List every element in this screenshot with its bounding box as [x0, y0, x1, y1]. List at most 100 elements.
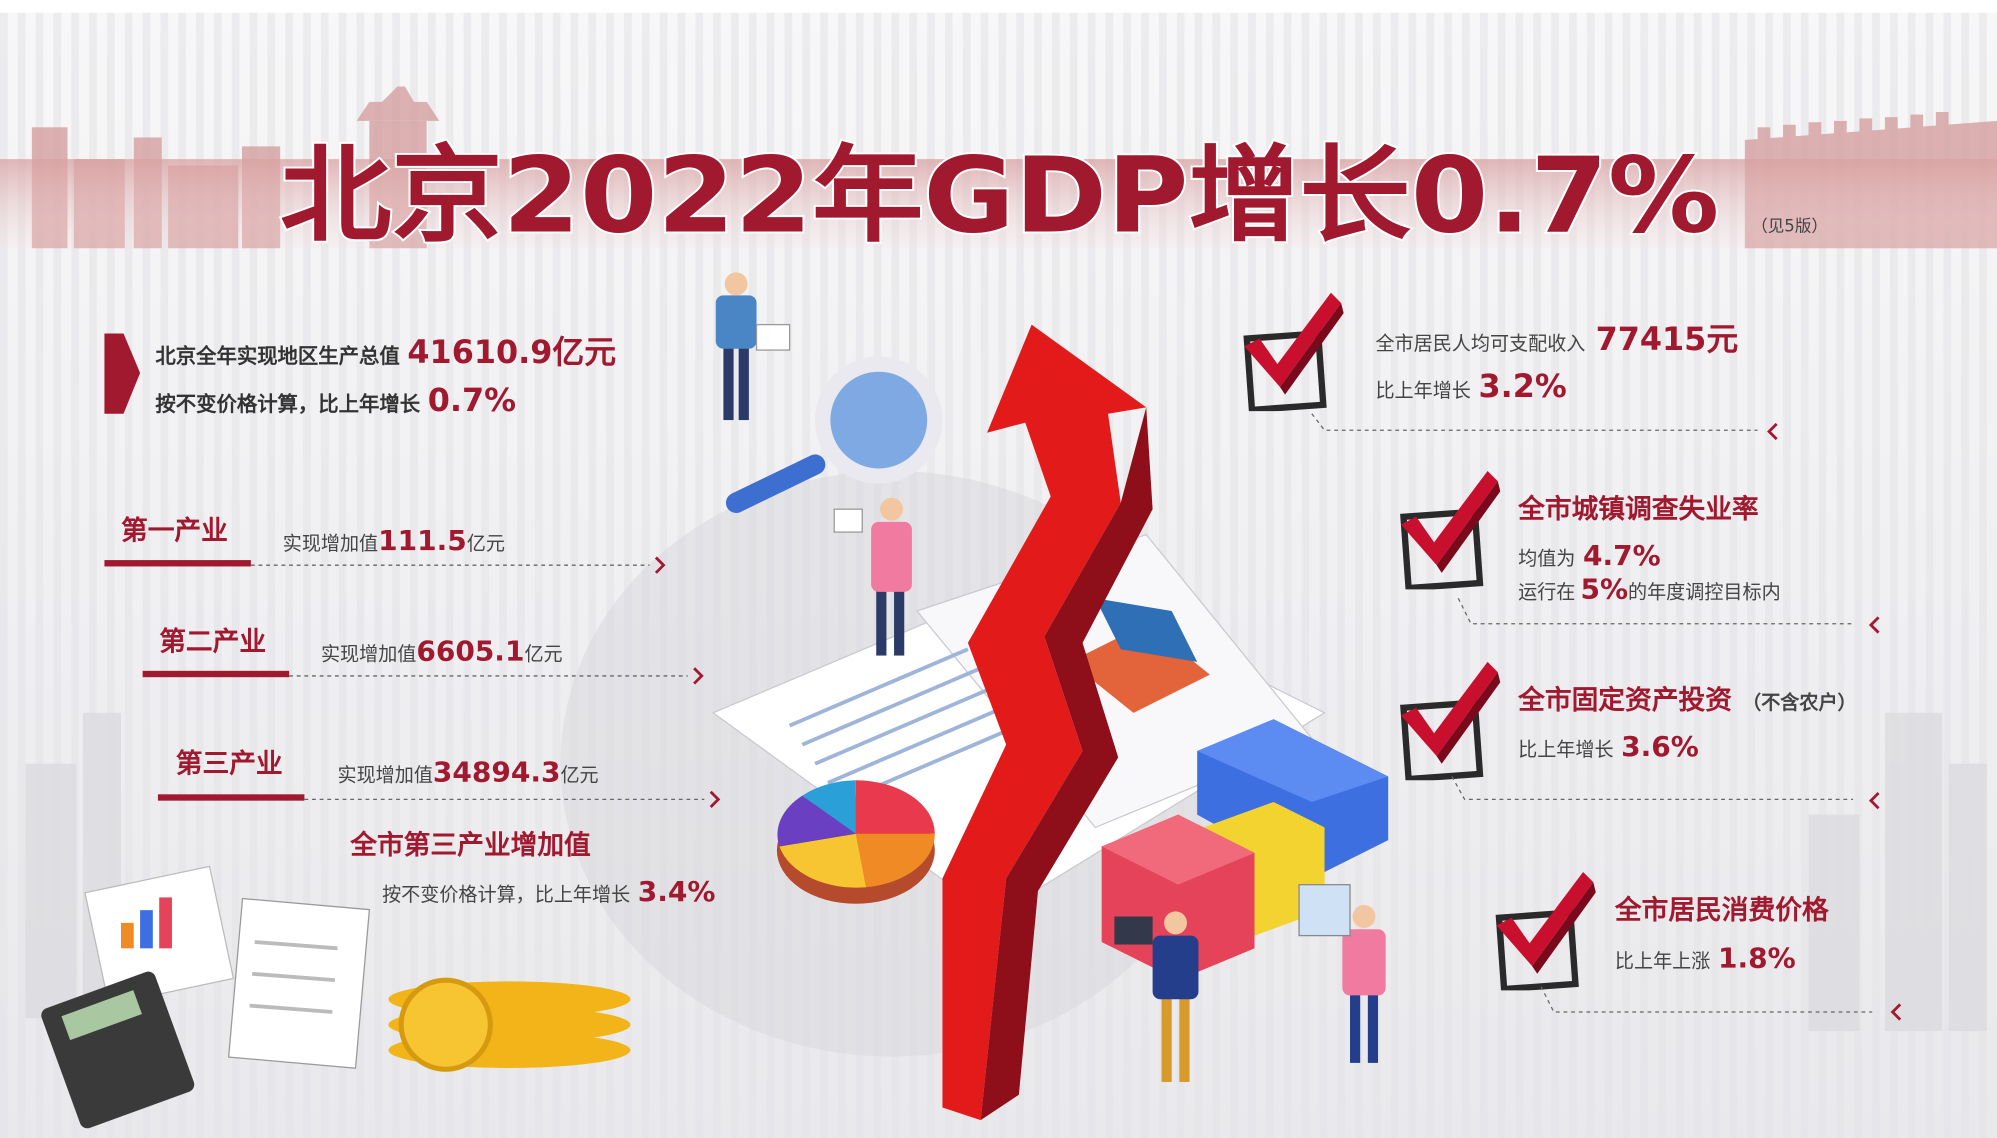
indicator-text: 比上年上涨	[1615, 949, 1710, 972]
tertiary-line: 按不变价格计算，比上年增长 3.4%	[382, 875, 715, 908]
illustration-part-part	[788, 647, 969, 728]
illustration-part	[1069, 623, 1210, 713]
illustration-part	[855, 833, 935, 888]
background-part	[0, 0, 1997, 13]
indicator-text: 运行在	[1518, 580, 1575, 603]
illustration-part	[980, 407, 1153, 1121]
industry-part	[709, 790, 721, 809]
indicator-title: 全市固定资产投资	[1517, 684, 1732, 716]
city-silhouette-part	[1884, 712, 1943, 1032]
chevrons	[1767, 422, 1778, 441]
illustration-part-part	[1179, 992, 1190, 1082]
illustration-part-part	[814, 685, 995, 766]
summary-line: 北京全年实现地区生产总值 41610.9亿元	[155, 333, 616, 371]
indicator-text: 全市居民人均可支配收入	[1375, 332, 1585, 355]
industry-part	[693, 667, 704, 685]
industry-unit: 亿元	[467, 532, 505, 555]
industry: 第二产业 实现增加值6605.1亿元	[142, 625, 704, 685]
industry-part	[157, 794, 305, 801]
industry-name: 第一产业	[121, 515, 228, 547]
illustration-part	[1350, 992, 1379, 1063]
office-props-part	[249, 940, 338, 1014]
city-silhouette-part	[1948, 763, 1987, 1032]
indicator-value: 5%	[1580, 572, 1628, 605]
skyline-part	[1808, 122, 1822, 138]
industry-detail: 实现增加值6605.1亿元	[321, 635, 563, 668]
illustration-part	[1164, 911, 1187, 935]
illustration-part-part	[894, 585, 905, 656]
illustration-part	[942, 324, 1147, 1121]
industry: 第一产业 实现增加值111.5亿元	[104, 515, 666, 574]
indicator-text: 均值为	[1518, 547, 1575, 570]
office-props-part	[61, 990, 142, 1041]
divider	[1457, 597, 1854, 625]
tertiary-title: 全市第三产业增加值	[349, 829, 591, 861]
indicator-title-line: 全市固定资产投资 （不含农户）	[1517, 684, 1857, 716]
illustration-part	[1342, 929, 1386, 996]
industry-text: 实现增加值	[283, 532, 378, 555]
illustration-part	[779, 833, 867, 888]
illustration-part	[855, 780, 935, 834]
illustration-part-part	[876, 585, 887, 656]
illustration-part-part	[827, 704, 1007, 785]
indicator-line: 比上年增长 3.2%	[1375, 367, 1566, 405]
illustration-part	[724, 272, 748, 296]
indicator-note: （不含农户）	[1742, 691, 1856, 714]
skyline-part	[356, 86, 440, 121]
indicator-line: 比上年上涨 1.8%	[1615, 941, 1796, 974]
skyline-part	[1884, 117, 1898, 133]
office-props-part	[140, 910, 153, 949]
indicator-line: 全市居民人均可支配收入 77415元	[1375, 320, 1738, 358]
illustration-part	[876, 585, 905, 656]
indicator-value: 77415元	[1596, 320, 1739, 358]
skyline-part	[1910, 114, 1924, 130]
industry-name: 第二产业	[159, 625, 266, 657]
illustration-part	[755, 323, 791, 351]
office-props-part	[227, 897, 371, 1069]
illustration-part-part	[1161, 992, 1172, 1082]
industry-part	[654, 556, 666, 574]
skyline-part	[1859, 118, 1873, 134]
illustration-part	[1095, 598, 1198, 662]
industry-detail: 实现增加值111.5亿元	[283, 524, 505, 557]
indicator-title: 全市城镇调查失业率	[1517, 493, 1759, 525]
industry: 第三产业 实现增加值34894.3亿元	[157, 748, 721, 809]
industry-value: 34894.3	[433, 756, 561, 789]
indicator-text: 比上年增长	[1375, 379, 1470, 402]
page-note: （见5版）	[1751, 217, 1828, 236]
industry-text: 实现增加值	[321, 643, 416, 666]
illustration	[560, 272, 1389, 1121]
title-band	[0, 159, 1997, 249]
divider	[1451, 776, 1854, 801]
summary-marker	[104, 333, 141, 414]
illustration-part	[802, 780, 856, 834]
skyline-part	[1757, 127, 1771, 143]
illustration-part	[723, 343, 749, 421]
industry-unit: 亿元	[524, 643, 562, 666]
illustration-part	[1352, 905, 1376, 928]
industry-text: 实现增加值	[338, 764, 433, 787]
illustration-part	[777, 795, 856, 847]
indicator-text: 比上年增长	[1518, 738, 1613, 761]
city-silhouette-part	[25, 763, 77, 1019]
skyline-part	[1833, 120, 1847, 137]
indicator-suffix: 的年度调控目标内	[1628, 580, 1781, 603]
summary-line: 按不变价格计算，比上年增长 0.7%	[155, 381, 516, 419]
office-props-part	[120, 922, 134, 949]
office-props-part-part	[254, 940, 338, 951]
industry-name: 第三产业	[176, 748, 283, 780]
divider	[1540, 986, 1873, 1013]
illustration-part-part	[1350, 992, 1361, 1063]
illustration-part	[871, 521, 912, 592]
illustration-part	[725, 454, 826, 513]
industry-detail: 实现增加值34894.3亿元	[338, 756, 599, 789]
skyline-part	[1935, 112, 1949, 128]
illustration-part-part	[1367, 992, 1379, 1063]
indicator-line: 比上年增长 3.6%	[1518, 730, 1699, 763]
summary-text: 按不变价格计算，比上年增长	[155, 392, 420, 416]
illustration-part	[1114, 916, 1153, 945]
industry-value: 6605.1	[416, 635, 524, 668]
office-props-part	[398, 977, 493, 1072]
illustration-part	[1298, 884, 1351, 937]
